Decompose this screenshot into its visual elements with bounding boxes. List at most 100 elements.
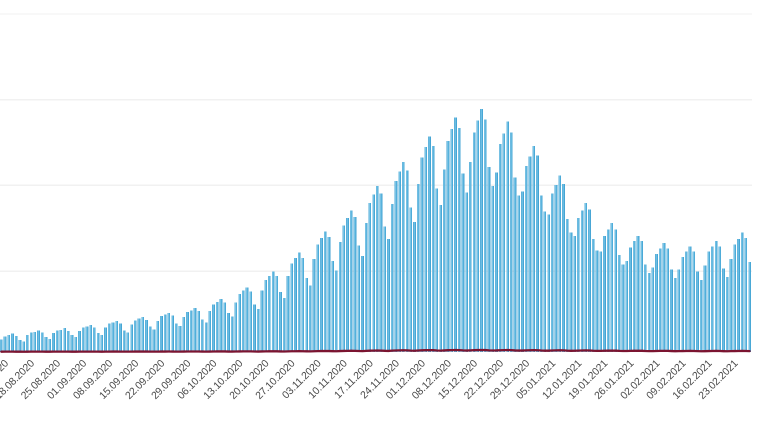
bar[interactable] (74, 337, 78, 352)
bar[interactable] (565, 218, 569, 352)
bar[interactable] (699, 280, 703, 353)
bar[interactable] (249, 291, 253, 352)
bar[interactable] (651, 267, 655, 353)
bar[interactable] (390, 204, 394, 353)
bar[interactable] (670, 269, 673, 352)
bar[interactable] (416, 184, 420, 352)
bar[interactable] (59, 329, 63, 352)
bar[interactable] (215, 301, 219, 352)
bar[interactable] (189, 310, 193, 352)
bar[interactable] (376, 186, 379, 352)
bar[interactable] (316, 244, 320, 352)
bar[interactable] (260, 290, 264, 352)
bar[interactable] (424, 147, 428, 352)
bar[interactable] (126, 332, 130, 352)
bar[interactable] (368, 203, 372, 352)
bar[interactable] (171, 315, 174, 352)
bar[interactable] (14, 336, 18, 352)
bar[interactable] (212, 304, 215, 352)
bar[interactable] (342, 225, 346, 352)
bar[interactable] (606, 229, 610, 352)
bar[interactable] (253, 304, 256, 352)
bar[interactable] (573, 235, 576, 352)
bar[interactable] (431, 146, 435, 352)
bar[interactable] (353, 216, 357, 352)
bar[interactable] (584, 203, 588, 352)
bar[interactable] (543, 211, 547, 352)
bar[interactable] (692, 251, 696, 352)
bar[interactable] (245, 287, 249, 352)
bar[interactable] (93, 327, 96, 352)
bar[interactable] (722, 268, 725, 352)
bar[interactable] (331, 261, 334, 352)
bar[interactable] (517, 195, 521, 352)
bar[interactable] (156, 320, 160, 352)
bar[interactable] (644, 264, 647, 352)
bar[interactable] (104, 327, 107, 352)
bar[interactable] (495, 172, 498, 352)
bar[interactable] (536, 155, 539, 352)
bar[interactable] (469, 161, 472, 353)
bar[interactable] (673, 278, 677, 352)
bar[interactable] (740, 232, 744, 352)
bar[interactable] (346, 217, 349, 352)
bar[interactable] (491, 186, 495, 352)
bar[interactable] (167, 312, 171, 352)
bar[interactable] (748, 262, 751, 352)
bar[interactable] (450, 129, 454, 352)
bar[interactable] (629, 247, 632, 352)
bar[interactable] (621, 264, 625, 352)
bar[interactable] (521, 191, 524, 352)
bar[interactable] (264, 280, 267, 353)
bar[interactable] (636, 235, 640, 352)
bar[interactable] (737, 238, 740, 352)
bar[interactable] (227, 312, 230, 352)
bar[interactable] (134, 320, 137, 352)
bar[interactable] (696, 271, 699, 353)
bar[interactable] (640, 241, 643, 352)
bar[interactable] (320, 237, 323, 353)
bar[interactable] (256, 309, 260, 352)
bar[interactable] (174, 323, 178, 352)
bar[interactable] (577, 217, 580, 352)
bar[interactable] (733, 244, 737, 352)
bar[interactable] (44, 337, 48, 352)
bar[interactable] (510, 132, 513, 352)
bar[interactable] (357, 245, 361, 352)
bar[interactable] (55, 330, 59, 352)
bar[interactable] (81, 327, 85, 352)
bar[interactable] (349, 210, 353, 352)
bar[interactable] (718, 246, 722, 353)
bar[interactable] (528, 156, 532, 352)
bar[interactable] (506, 121, 509, 353)
bar[interactable] (472, 132, 476, 352)
bar[interactable] (483, 119, 487, 353)
bar[interactable] (37, 330, 40, 352)
bar[interactable] (11, 333, 14, 352)
bar[interactable] (85, 326, 89, 352)
bar[interactable] (439, 205, 442, 352)
bar[interactable] (580, 210, 584, 352)
bar[interactable] (290, 263, 294, 352)
bar[interactable] (744, 237, 748, 353)
bar[interactable] (550, 193, 554, 352)
bar[interactable] (163, 314, 167, 353)
bar[interactable] (282, 298, 286, 352)
bar[interactable] (327, 236, 331, 352)
bar[interactable] (3, 336, 7, 352)
bar[interactable] (67, 330, 70, 353)
bar[interactable] (182, 317, 186, 352)
bar[interactable] (402, 161, 405, 353)
bar[interactable] (394, 180, 398, 352)
bar[interactable] (178, 326, 182, 352)
bar[interactable] (677, 269, 681, 352)
bar[interactable] (554, 185, 558, 352)
bar[interactable] (294, 257, 297, 352)
bar[interactable] (595, 250, 599, 352)
bar[interactable] (312, 259, 316, 352)
bar[interactable] (539, 195, 543, 352)
bar[interactable] (160, 316, 163, 352)
bar[interactable] (599, 251, 603, 352)
bar[interactable] (48, 338, 52, 352)
bar[interactable] (457, 128, 461, 352)
